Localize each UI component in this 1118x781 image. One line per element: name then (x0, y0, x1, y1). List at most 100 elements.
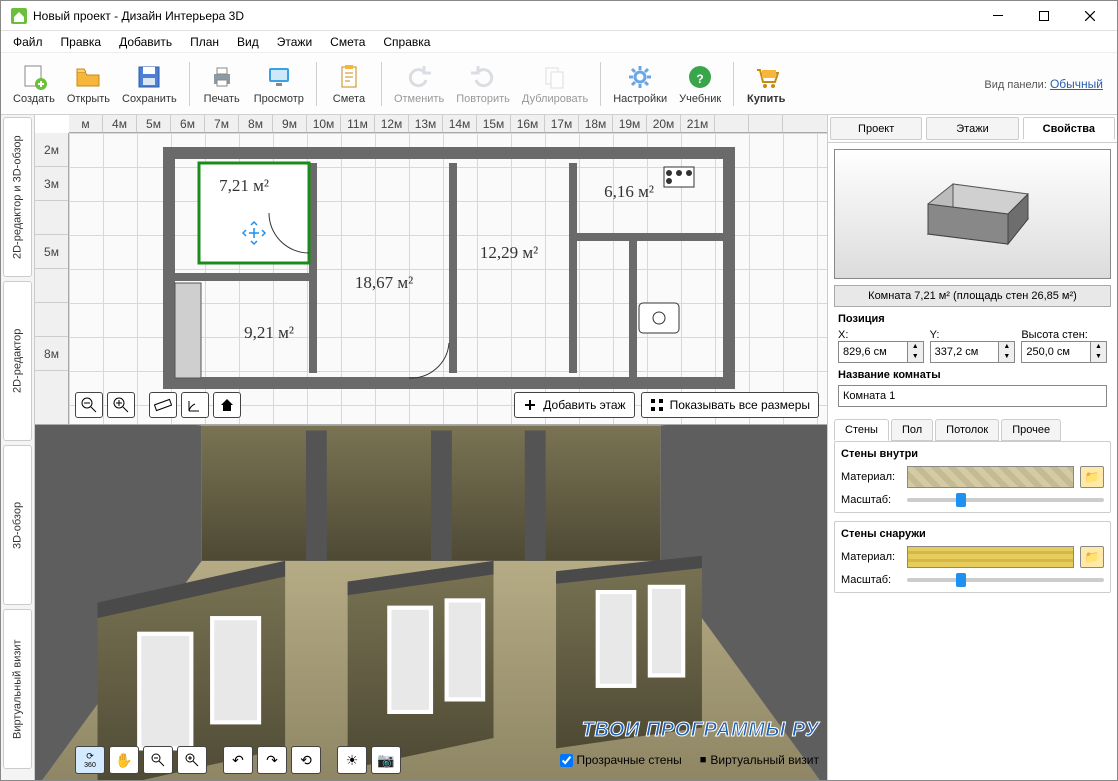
walls-in-swatch[interactable] (907, 466, 1074, 488)
preview-button[interactable]: Просмотр (248, 55, 310, 113)
room-name-heading: Название комнаты (838, 369, 1107, 381)
surface-sub-tabs: СтеныПолПотолокПрочее (834, 419, 1111, 441)
panel-mode-link[interactable]: Обычный (1050, 77, 1103, 91)
zoom-out-3d-button[interactable] (143, 746, 173, 774)
sub-tab-1[interactable]: Пол (891, 419, 933, 441)
view-tab-3d[interactable]: 3D-обзор (3, 445, 32, 605)
show-all-dimensions-button[interactable]: Показывать все размеры (641, 392, 819, 418)
scale-label: Масштаб: (841, 574, 901, 586)
minimize-button[interactable] (975, 1, 1021, 31)
position-section: Позиция X: ▲▼ Y: ▲▼ Высота стен: ▲▼ Назв… (828, 307, 1117, 413)
menu-bar: ФайлПравкаДобавитьПланВидЭтажиСметаСправ… (1, 31, 1117, 53)
room-label: 18,67 м² (355, 273, 413, 292)
walls-out-browse[interactable]: 📁 (1080, 546, 1104, 568)
menu-Файл[interactable]: Файл (5, 33, 51, 51)
snapshot-button[interactable]: 📷 (371, 746, 401, 774)
duplicate-button[interactable]: Дублировать (516, 55, 594, 113)
room-label: 6,16 м² (604, 182, 654, 201)
folder-open-icon (74, 63, 102, 91)
undo-button[interactable]: Отменить (388, 55, 450, 113)
redo-icon (469, 63, 497, 91)
monitor-icon (265, 63, 293, 91)
floor-plan-svg[interactable]: 7,21 м² 6,16 м² 12,29 м² 18,67 м² 9,21 м… (69, 133, 809, 423)
add-floor-button[interactable]: Добавить этаж (514, 392, 634, 418)
virtual-visit-button[interactable]: ■ Виртуальный визит (700, 753, 819, 767)
menu-Добавить[interactable]: Добавить (111, 33, 180, 51)
wall-height-input[interactable]: ▲▼ (1021, 341, 1107, 363)
walls-in-scale-slider[interactable] (907, 498, 1104, 502)
home-button[interactable] (213, 392, 241, 418)
menu-Правка[interactable]: Правка (53, 33, 110, 51)
menu-Этажи[interactable]: Этажи (269, 33, 320, 51)
sun-button[interactable]: ☀ (337, 746, 367, 774)
print-button[interactable]: Печать (196, 55, 248, 113)
title-bar: Новый проект - Дизайн Интерьера 3D (1, 1, 1117, 31)
room-label: 9,21 м² (244, 323, 294, 342)
copy-icon (541, 63, 569, 91)
zoom-in-3d-button[interactable] (177, 746, 207, 774)
right-tabs: ПроектЭтажиСвойства (828, 115, 1117, 143)
walls-inside-group: Стены внутри Материал: 📁 Масштаб: (834, 441, 1111, 513)
estimate-button[interactable]: Смета (323, 55, 375, 113)
zoom-in-button[interactable] (107, 392, 135, 418)
view-tab-combo[interactable]: 2D-редактор и 3D-обзор (3, 117, 32, 277)
sub-tab-3[interactable]: Прочее (1001, 419, 1061, 441)
right-tab-1[interactable]: Этажи (926, 117, 1018, 140)
main-toolbar: СоздатьОткрытьСохранитьПечатьПросмотрСме… (1, 53, 1117, 115)
watermark: ТВОИ ПРОГРАММЫ РУ (582, 719, 819, 742)
undo-3d-button[interactable]: ↶ (223, 746, 253, 774)
help-icon: ? (686, 63, 714, 91)
room-label: 7,21 м² (219, 176, 269, 195)
floppy-icon (135, 63, 163, 91)
wall-height-label: Высота стен: (1021, 329, 1107, 341)
pos-y-label: Y: (930, 329, 1016, 341)
walls-outside-group: Стены снаружи Материал: 📁 Масштаб: (834, 521, 1111, 593)
material-label: Материал: (841, 471, 901, 483)
open-button[interactable]: Открыть (61, 55, 116, 113)
close-button[interactable] (1067, 1, 1113, 31)
redo-3d-button[interactable]: ↷ (257, 746, 287, 774)
pos-x-label: X: (838, 329, 924, 341)
settings-button[interactable]: Настройки (607, 55, 673, 113)
menu-План[interactable]: План (182, 33, 227, 51)
menu-Справка[interactable]: Справка (375, 33, 438, 51)
ruler-vertical: 2м3м 5м 8м (35, 133, 69, 424)
reset-view-button[interactable]: ⟲ (291, 746, 321, 774)
maximize-button[interactable] (1021, 1, 1067, 31)
menu-Смета[interactable]: Смета (322, 33, 373, 51)
right-tab-2[interactable]: Свойства (1023, 117, 1115, 140)
file-new-icon (20, 63, 48, 91)
save-button[interactable]: Сохранить (116, 55, 183, 113)
transparent-walls-checkbox[interactable]: Прозрачные стены (560, 753, 682, 767)
sub-tab-0[interactable]: Стены (834, 419, 889, 441)
gear-icon (626, 63, 654, 91)
cart-icon (752, 63, 780, 91)
right-tab-0[interactable]: Проект (830, 117, 922, 140)
pan-button[interactable]: ✋ (109, 746, 139, 774)
redo-button[interactable]: Повторить (450, 55, 516, 113)
view3d-toolbar: ⟳360 ✋ ↶ ↷ ⟲ ☀ 📷 Прозрачные стены ■ Вирт… (75, 746, 819, 774)
create-button[interactable]: Создать (7, 55, 61, 113)
room-name-input[interactable] (838, 385, 1107, 407)
pos-y-input[interactable]: ▲▼ (930, 341, 1016, 363)
scale-label: Масштаб: (841, 494, 901, 506)
walls-out-scale-slider[interactable] (907, 578, 1104, 582)
view-tab-virtual[interactable]: Виртуальный визит (3, 609, 32, 769)
floor-plan-2d[interactable]: м4м5м6м7м8м9м10м11м12м13м14м15м16м17м18м… (35, 115, 827, 425)
sub-tab-2[interactable]: Потолок (935, 419, 999, 441)
walls-out-swatch[interactable] (907, 546, 1074, 568)
view-3d[interactable]: ТВОИ ПРОГРАММЫ РУ ⟳360 ✋ ↶ ↷ ⟲ ☀ 📷 Прозр… (35, 425, 827, 780)
zoom-out-button[interactable] (75, 392, 103, 418)
walls-in-browse[interactable]: 📁 (1080, 466, 1104, 488)
buy-button[interactable]: Купить (740, 55, 792, 113)
orbit-360-button[interactable]: ⟳360 (75, 746, 105, 774)
room-3d-preview (834, 149, 1111, 279)
ruler-horizontal: м4м5м6м7м8м9м10м11м12м13м14м15м16м17м18м… (69, 115, 827, 133)
angle-button[interactable] (181, 392, 209, 418)
measure-button[interactable] (149, 392, 177, 418)
app-icon (11, 8, 27, 24)
menu-Вид[interactable]: Вид (229, 33, 267, 51)
view-tab-2d[interactable]: 2D-редактор (3, 281, 32, 441)
pos-x-input[interactable]: ▲▼ (838, 341, 924, 363)
tutorial-button[interactable]: ?Учебник (673, 55, 727, 113)
